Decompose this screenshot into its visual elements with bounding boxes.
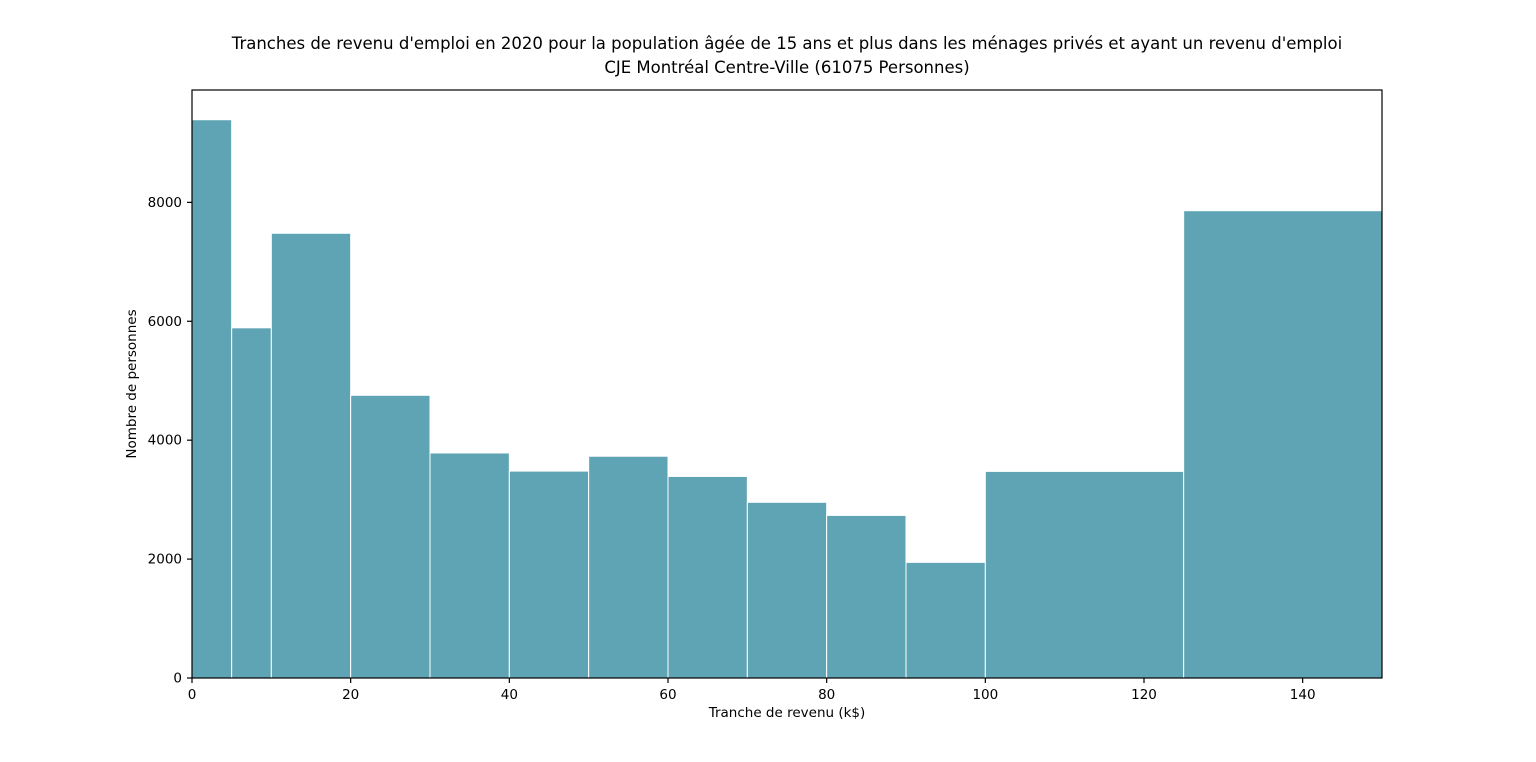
histogram-bar-40-50 xyxy=(508,470,590,679)
y-tick-label: 2000 xyxy=(148,552,182,568)
histogram-bar-30-40 xyxy=(429,452,510,679)
histogram-bar-90-100 xyxy=(905,561,986,679)
chart-title: Tranches de revenu d'emploi en 2020 pour… xyxy=(231,34,1343,53)
y-axis-label: Nombre de personnes xyxy=(124,309,140,459)
histogram-bar-10-20 xyxy=(270,232,352,679)
histogram-bar-50-60 xyxy=(588,455,669,679)
histogram-bar-60-70 xyxy=(667,475,748,679)
x-tick-label: 60 xyxy=(659,687,676,703)
histogram-bar-70-80 xyxy=(746,501,828,679)
histogram-bar-5-10 xyxy=(231,327,272,679)
histogram-bar-100-125 xyxy=(984,470,1185,679)
x-tick-label: 140 xyxy=(1290,687,1316,703)
chart-subtitle: CJE Montréal Centre-Ville (61075 Personn… xyxy=(604,58,970,77)
x-tick-label: 40 xyxy=(501,687,518,703)
y-tick-label: 4000 xyxy=(148,433,182,449)
histogram-bar-0-5 xyxy=(191,119,233,679)
y-tick-label: 8000 xyxy=(148,195,182,211)
histogram-bar-20-30 xyxy=(350,394,431,679)
plot-frame xyxy=(191,89,1383,679)
x-tick-label: 20 xyxy=(342,687,359,703)
x-tick-label: 100 xyxy=(972,687,998,703)
x-tick-label: 80 xyxy=(818,687,835,703)
y-tick-label: 6000 xyxy=(148,314,182,330)
histogram-bar-80-90 xyxy=(826,514,907,679)
x-tick-label: 0 xyxy=(188,687,197,703)
y-tick-label: 0 xyxy=(173,671,182,687)
x-tick-label: 120 xyxy=(1131,687,1157,703)
chart-title-block: Tranches de revenu d'emploi en 2020 pour… xyxy=(192,32,1382,80)
x-axis-label: Tranche de revenu (k$) xyxy=(708,705,866,721)
histogram-bar-125-150 xyxy=(1183,210,1383,679)
